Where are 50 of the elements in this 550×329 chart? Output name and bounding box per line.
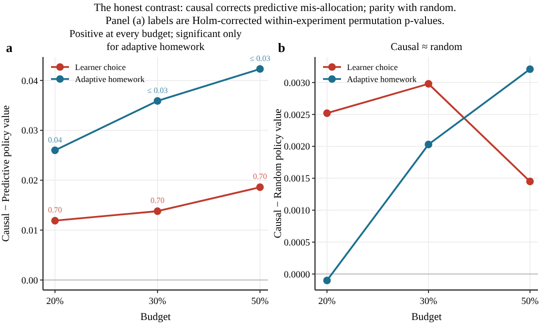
y-axis-title: Causal − Random policy value — [273, 108, 284, 238]
text: The honest contrast: causal corrects predictive mis-allocation; parity with random. — [94, 2, 456, 14]
y-tick-label: 0.0025 — [284, 110, 310, 121]
x-tick-label: 50% — [521, 297, 539, 307]
x-tick-label: 30% — [420, 297, 438, 307]
text: Panel (a) labels are Holm-corrected within-experiment permutation p-values. — [105, 15, 445, 27]
legend-label: Adaptive homework — [75, 74, 146, 84]
annotation: 0.04 — [48, 135, 62, 144]
y-tick-label: 0.0015 — [284, 174, 310, 185]
y-tick-label: 0.02 — [21, 176, 38, 187]
point — [424, 140, 432, 148]
x-tick-label: 30% — [148, 297, 166, 307]
annotation: ≤ 0.03 — [147, 86, 168, 95]
y-tick-label: 0.00 — [21, 276, 38, 286]
annotation: ≤ 0.03 — [250, 54, 270, 63]
y-tick-label: 0.04 — [21, 76, 38, 87]
text: a — [6, 40, 13, 55]
legend-label: Learner choice — [75, 62, 126, 72]
y-tick-label: 0.0030 — [284, 78, 310, 89]
chart-title: Positive at every budget; significant only for adaptive homework — [69, 29, 242, 53]
annotation: 0.70 — [253, 172, 267, 182]
x-tick-label: 20% — [318, 297, 336, 307]
x-axis-title: Budget — [140, 312, 171, 323]
point — [424, 80, 432, 88]
point — [256, 65, 264, 73]
y-axis-title: Causal − Predictive policy value — [1, 104, 12, 242]
point — [526, 65, 534, 73]
legend-label: Adaptive homework — [347, 74, 418, 84]
text: b — [278, 40, 286, 55]
point — [323, 109, 331, 117]
y-tick-label: 0.0000 — [284, 270, 310, 280]
x-tick-label: 50% — [251, 297, 269, 307]
y-tick-label: 0.0005 — [284, 238, 310, 248]
legend-label: Learner choice — [347, 62, 398, 72]
y-tick-label: 0.01 — [21, 226, 38, 236]
annotation: 0.70 — [48, 206, 62, 215]
point — [323, 276, 331, 284]
point — [256, 183, 264, 192]
annotation: 0.70 — [150, 196, 164, 206]
chart-title: Causal ≈ random — [390, 42, 462, 53]
x-axis-title: Budget — [411, 312, 442, 323]
point — [51, 146, 59, 154]
y-tick-label: 0.03 — [21, 126, 38, 137]
x-tick-label: 20% — [46, 297, 64, 307]
point — [154, 207, 162, 215]
point — [154, 97, 162, 105]
y-tick-label: 0.0020 — [284, 142, 310, 153]
y-tick-label: 0.0010 — [284, 206, 310, 217]
point — [526, 178, 534, 186]
point — [51, 216, 59, 224]
